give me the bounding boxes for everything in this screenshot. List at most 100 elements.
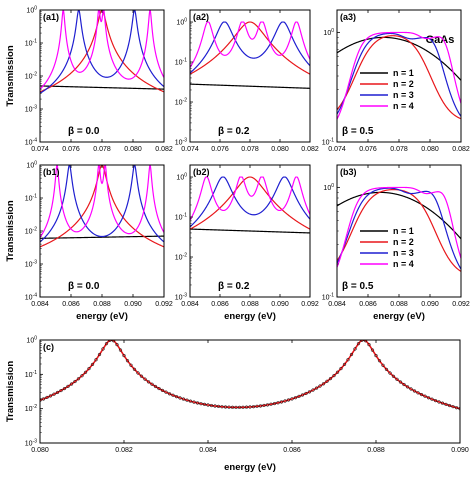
marker-point <box>223 405 228 409</box>
plot-frame <box>39 164 165 298</box>
beta-annotation: β = 0.5 <box>342 281 374 292</box>
x-tick-label: 0.082 <box>301 146 319 153</box>
marker-point <box>132 367 137 371</box>
marker-point <box>293 396 298 400</box>
series-group-b3 <box>337 186 461 272</box>
marker-point <box>195 401 200 405</box>
y-axis-label: Transmission <box>5 361 16 422</box>
marker-point <box>192 400 196 404</box>
y-tick-label: 10-2 <box>25 72 37 81</box>
legend: n = 1n = 2n = 3n = 4 <box>360 226 414 269</box>
x-tick-label: 0.090 <box>421 301 439 308</box>
marker-point <box>377 359 382 363</box>
y-tick-label: 10-1 <box>322 138 334 147</box>
series-line-n1 <box>337 191 461 240</box>
x-tick-label: 0.090 <box>124 301 142 308</box>
marker-point <box>209 403 214 408</box>
marker-point <box>241 405 245 409</box>
series-line-n4 <box>190 21 310 68</box>
panel-a1: 0.074 0.076 0.078 0.080 0.082 10-4 10-3 10-2 10-… <box>5 6 173 154</box>
marker-point <box>59 388 63 393</box>
marker-point <box>258 404 263 408</box>
marker-point <box>181 397 186 401</box>
y-tick-label: 100 <box>323 28 334 37</box>
marker-point <box>356 342 361 346</box>
series-line-n4 <box>40 165 164 238</box>
series-line-n1 <box>40 85 164 90</box>
marker-point <box>129 363 133 367</box>
x-tick-label: 0.084 <box>328 301 346 308</box>
marker-point <box>97 352 102 357</box>
marker-point <box>286 398 291 402</box>
marker-point <box>328 376 333 381</box>
marker-point <box>384 367 389 372</box>
panel-c: 0.080 0.082 0.084 0.086 0.088 0.090 10-3 10-2 10… <box>5 336 469 474</box>
x-tick-label: 0.074 <box>328 146 346 153</box>
marker-point <box>157 386 161 391</box>
marker-point <box>206 403 210 407</box>
beta-annotation: β = 0.2 <box>218 281 250 292</box>
x-tick-label: 0.092 <box>155 301 173 308</box>
marker-point <box>216 404 221 409</box>
y-tick-label: 10-4 <box>25 138 37 147</box>
marker-point <box>237 405 242 410</box>
marker-point <box>363 340 368 343</box>
marker-point <box>150 382 154 386</box>
x-tick-label: 0.082 <box>115 447 133 454</box>
y-tick-label: 100 <box>176 18 187 27</box>
marker-point <box>265 403 270 407</box>
series-group-a3 <box>337 31 461 120</box>
marker-point <box>300 393 305 397</box>
marker-point <box>374 353 378 358</box>
marker-point <box>269 402 273 406</box>
x-tick-label: 0.076 <box>359 146 377 153</box>
x-tick-label: 0.084 <box>181 301 199 308</box>
y-tick-label: 10-3 <box>25 439 37 448</box>
legend-label: n = 2 <box>393 79 414 89</box>
series-line-n2 <box>40 10 164 93</box>
y-tick-label: 100 <box>26 6 37 15</box>
panel-label: (b3) <box>340 167 357 177</box>
x-tick-label: 0.086 <box>62 301 80 308</box>
series-line-n3 <box>190 176 310 228</box>
marker-point <box>125 359 130 363</box>
y-tick-label: 10-4 <box>25 293 37 302</box>
marker-point <box>325 379 329 383</box>
y-tick-label: 10-3 <box>25 260 37 269</box>
marker-point <box>402 382 406 387</box>
x-tick-label: 0.092 <box>301 301 319 308</box>
y-tick-label: 10-1 <box>25 39 37 48</box>
x-tick-label: 0.088 <box>93 301 111 308</box>
panel-b2: 0.084 0.086 0.088 0.090 0.092 10-3 10-2 10-1 100… <box>175 164 319 322</box>
marker-point <box>433 398 438 403</box>
x-tick-label: 0.084 <box>31 301 49 308</box>
marker-point <box>139 374 144 378</box>
beta-annotation: β = 0.2 <box>218 126 250 137</box>
marker-point <box>314 386 319 390</box>
series-line-n3 <box>190 21 310 74</box>
x-axis-label: energy (eV) <box>224 462 276 473</box>
marker-point <box>83 370 88 375</box>
legend-label: n = 3 <box>393 248 414 258</box>
marker-point <box>307 390 312 394</box>
marker-point <box>388 371 392 375</box>
y-tick-label: 10-2 <box>175 253 187 262</box>
marker-point <box>122 353 126 358</box>
series-line-n1 <box>190 83 310 89</box>
x-tick-label: 0.076 <box>62 146 80 153</box>
marker-point <box>304 391 308 396</box>
legend-label: n = 3 <box>393 90 414 100</box>
y-tick-label: 10-1 <box>322 293 334 302</box>
marker-point <box>248 405 252 409</box>
x-tick-label: 0.088 <box>390 301 408 308</box>
legend-label: n = 1 <box>393 226 414 236</box>
marker-point <box>41 397 46 401</box>
marker-point <box>335 370 340 374</box>
y-tick-label: 100 <box>323 183 334 192</box>
marker-point <box>90 362 95 367</box>
marker-point <box>76 377 81 381</box>
series-group-b1 <box>40 165 164 248</box>
marker-point <box>391 374 396 378</box>
series-line-n3 <box>337 187 461 270</box>
x-tick-label: 0.078 <box>93 146 111 153</box>
